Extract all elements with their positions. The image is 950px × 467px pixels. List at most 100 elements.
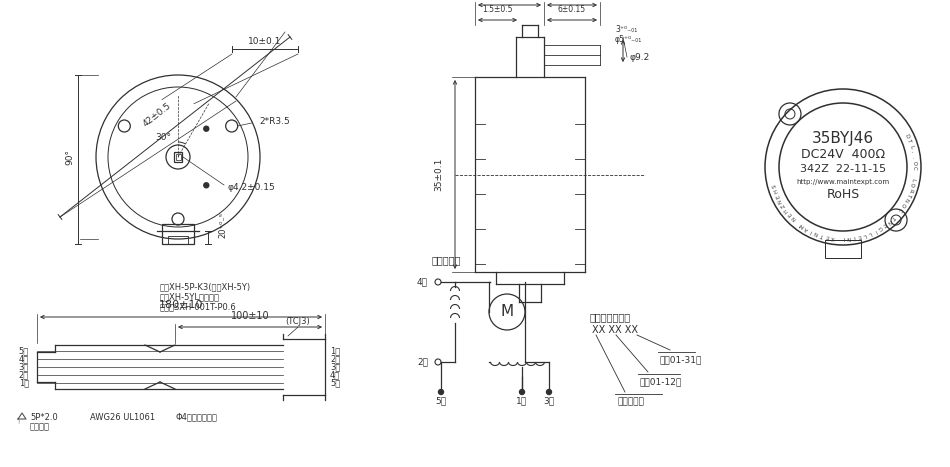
Text: E: E (787, 211, 793, 217)
Text: 4橄: 4橄 (330, 370, 340, 380)
Text: RoHS: RoHS (826, 189, 860, 201)
Text: 35±0.1: 35±0.1 (434, 158, 444, 191)
Text: (TCJ3): (TCJ3) (286, 318, 311, 326)
Text: 3黄: 3黄 (543, 396, 555, 405)
Text: H: H (773, 188, 779, 193)
Text: 端子：SXH-001T-P0.6: 端子：SXH-001T-P0.6 (160, 303, 237, 311)
Text: AWG26 UL1061: AWG26 UL1061 (90, 412, 155, 422)
Text: φ4.2±0.15: φ4.2±0.15 (228, 183, 276, 191)
Text: 年（公历）: 年（公历） (617, 397, 644, 406)
Text: 20⁺⁰₋⁵: 20⁺⁰₋⁵ (218, 212, 227, 238)
Text: 2*R3.5: 2*R3.5 (259, 116, 291, 126)
Text: φ9.2: φ9.2 (630, 52, 650, 62)
Text: 342Z  22-11-15: 342Z 22-11-15 (800, 164, 886, 174)
Text: 接线示意图: 接线示意图 (432, 255, 462, 265)
Text: M: M (501, 304, 514, 319)
Text: 100±10: 100±10 (231, 311, 269, 321)
Text: I: I (843, 235, 845, 241)
Text: 4橄: 4橄 (417, 277, 428, 286)
Text: 生产日期说明：: 生产日期说明： (590, 312, 631, 322)
Bar (176, 154, 180, 160)
Text: S: S (771, 183, 777, 188)
Text: H: H (783, 207, 789, 213)
Text: M: M (799, 222, 806, 228)
Text: 5红: 5红 (330, 378, 340, 388)
Text: 1红: 1红 (19, 378, 29, 388)
Text: 30°: 30° (155, 133, 171, 142)
Text: φ5⁺⁰₋₀₁: φ5⁺⁰₋₀₁ (615, 35, 642, 44)
Text: L: L (910, 177, 916, 181)
Text: !: ! (17, 420, 19, 425)
Text: 锁片XH-5YL（灰色）: 锁片XH-5YL（灰色） (160, 292, 220, 302)
Text: E: E (858, 233, 862, 239)
Text: N: N (814, 230, 819, 236)
Circle shape (204, 126, 209, 131)
Text: O: O (900, 202, 906, 208)
Text: 5红: 5红 (435, 396, 446, 405)
Circle shape (546, 389, 552, 395)
Text: XX XX XX: XX XX XX (592, 325, 638, 335)
Text: T: T (820, 232, 824, 238)
Text: 1蓝: 1蓝 (517, 396, 527, 405)
Text: Z: Z (780, 203, 787, 208)
Text: 5蓝: 5蓝 (19, 347, 29, 355)
Text: 4粉: 4粉 (19, 354, 29, 363)
Text: O: O (909, 182, 915, 187)
Text: C: C (897, 206, 903, 212)
Text: Φ4黑色热缩套管: Φ4黑色热缩套管 (175, 412, 217, 422)
Circle shape (439, 389, 444, 395)
Text: N: N (885, 218, 892, 224)
Text: E: E (775, 193, 781, 198)
Text: D: D (904, 134, 910, 139)
Text: C: C (911, 166, 917, 170)
Text: DC24V  400Ω: DC24V 400Ω (801, 148, 885, 161)
Text: O: O (911, 161, 917, 165)
Text: E: E (825, 234, 829, 239)
Text: N: N (846, 235, 851, 241)
Text: 2粉: 2粉 (330, 354, 340, 363)
Text: 10±0.1: 10±0.1 (248, 36, 282, 45)
Text: N: N (777, 198, 784, 204)
Text: 5P*2.0: 5P*2.0 (30, 412, 58, 422)
Circle shape (520, 389, 524, 395)
Bar (168, 236, 188, 244)
Text: G: G (877, 225, 883, 231)
Text: X: X (830, 234, 835, 240)
Text: 180±10: 180±10 (159, 300, 203, 310)
Text: T: T (890, 214, 896, 220)
Text: I: I (809, 228, 813, 233)
Text: N: N (790, 215, 797, 221)
Text: 1.5±0.5: 1.5±0.5 (483, 5, 513, 14)
Text: T: T (905, 192, 911, 198)
Text: 3黄: 3黄 (330, 362, 340, 372)
Text: N: N (902, 197, 909, 203)
Bar (162, 224, 194, 244)
Text: 月（01-12）: 月（01-12） (640, 377, 682, 387)
Text: 2橄: 2橄 (19, 370, 29, 380)
Text: E: E (882, 222, 887, 227)
Text: 42±0.5: 42±0.5 (142, 101, 173, 129)
Text: 3黄: 3黄 (19, 362, 29, 372)
Text: http://www.maintexpt.com: http://www.maintexpt.com (796, 179, 889, 185)
Text: .: . (911, 156, 916, 158)
Text: L: L (908, 144, 914, 149)
Text: 胶壳XH-5P-K3(红色XH-5Y): 胶壳XH-5P-K3(红色XH-5Y) (160, 283, 251, 291)
Text: 6±0.15: 6±0.15 (558, 5, 586, 14)
Text: T: T (852, 234, 856, 240)
Bar (825, 240, 861, 258)
Text: 35BYJ46: 35BYJ46 (812, 132, 874, 147)
Text: R: R (907, 187, 913, 192)
Circle shape (204, 183, 209, 188)
Text: ,: , (910, 150, 915, 153)
Text: 日（01-31）: 日（01-31） (660, 355, 702, 365)
Text: L: L (868, 230, 872, 235)
Text: 2粉: 2粉 (417, 358, 428, 367)
Text: 90°: 90° (66, 149, 74, 165)
Text: A: A (804, 225, 809, 231)
Text: 专用胶壳: 专用胶壳 (30, 423, 50, 432)
Text: 1蓝: 1蓝 (330, 347, 340, 355)
Text: 3⁺⁰₋₀₁: 3⁺⁰₋₀₁ (615, 24, 637, 34)
Text: I: I (873, 228, 877, 233)
Text: T: T (906, 139, 912, 144)
Bar (174, 152, 182, 162)
